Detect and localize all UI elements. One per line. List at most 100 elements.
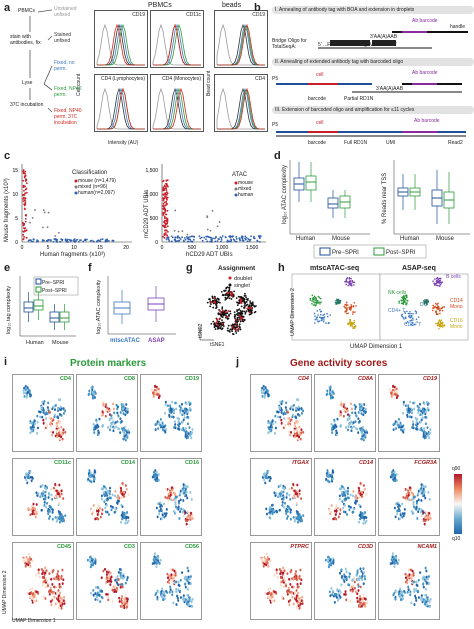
umap-point — [393, 422, 396, 426]
umap-point — [159, 558, 162, 562]
umap-point — [406, 299, 409, 302]
umap-point — [41, 492, 44, 496]
umap-point — [295, 598, 298, 602]
umap-point — [289, 570, 292, 574]
point-doublet — [218, 317, 221, 320]
umap-point — [115, 403, 118, 407]
umap-point — [343, 403, 346, 406]
point-singlet — [210, 322, 213, 325]
umap-point — [320, 319, 323, 322]
umap-point — [413, 587, 416, 591]
umap-point — [174, 401, 177, 405]
umap-point — [157, 427, 160, 430]
histogram-curves — [216, 87, 266, 130]
umap-point — [407, 409, 410, 412]
umap-point — [357, 577, 360, 581]
umap-point — [432, 304, 435, 307]
umap-point — [124, 515, 127, 519]
point-human — [246, 240, 249, 243]
umap-tile-cd16: CD16 — [140, 458, 202, 536]
umap-point — [410, 601, 413, 605]
umap-scatter — [151, 552, 194, 608]
point-mouse — [164, 196, 167, 199]
umap-point — [167, 498, 170, 502]
e-group-human: Human — [26, 340, 44, 346]
umap-point — [178, 422, 181, 426]
barcode-label-2: barcode — [308, 96, 327, 102]
umap-point — [43, 486, 46, 490]
umap-point — [166, 576, 169, 580]
umap-point — [438, 319, 441, 322]
umap-point — [350, 277, 352, 280]
y-tick: 1,000 — [145, 192, 158, 198]
umap-point — [263, 559, 266, 563]
umap-point — [184, 408, 187, 412]
umap-point — [356, 427, 359, 431]
umap-point — [41, 407, 44, 410]
umap-point — [169, 576, 172, 579]
umap-point — [333, 600, 336, 604]
umap-point — [273, 590, 276, 594]
tile-label: CD4 — [59, 376, 71, 382]
umap-point — [89, 557, 92, 561]
umap-point — [50, 487, 53, 491]
umap-point — [394, 473, 397, 477]
umap-point — [389, 562, 392, 566]
umap-point — [269, 516, 272, 520]
umap-point — [165, 507, 168, 511]
umap-point — [422, 519, 425, 523]
umap-point — [411, 321, 413, 324]
umap-point — [186, 496, 189, 500]
point-singlet — [228, 297, 231, 300]
point-mouse — [24, 217, 27, 220]
umap-point — [362, 484, 365, 487]
umap-point — [434, 305, 436, 308]
e-legend-post: Post−SPRI — [42, 288, 67, 294]
x-tick: 10 — [71, 245, 77, 251]
histogram-curves — [152, 87, 202, 130]
umap-point — [93, 470, 96, 474]
point-singlet — [229, 290, 231, 293]
umap-point — [156, 590, 159, 593]
umap-point — [95, 586, 98, 589]
umap-point — [293, 432, 296, 436]
umap-point — [268, 479, 271, 483]
umap-point — [351, 589, 354, 593]
umap-point — [346, 417, 349, 421]
umap-point — [352, 584, 355, 588]
umap-point — [264, 475, 267, 478]
point-human — [259, 235, 262, 237]
umap-point — [154, 390, 157, 394]
umap-point — [160, 517, 163, 521]
point-mouse — [163, 224, 165, 227]
umap-point — [354, 411, 357, 415]
point-singlet — [227, 294, 230, 297]
umap-point — [337, 598, 340, 602]
point-singlet — [229, 310, 232, 313]
umap-point — [286, 411, 289, 414]
point-human — [178, 236, 181, 239]
umap-point — [24, 388, 27, 391]
umap-point — [345, 312, 348, 315]
umap-point — [47, 401, 50, 405]
umap-point — [325, 477, 328, 481]
point-doublet — [248, 311, 251, 314]
umap-point — [390, 558, 393, 562]
umap-point — [425, 569, 428, 573]
umap-point — [109, 571, 112, 575]
umap-point — [348, 414, 351, 418]
point-singlet — [221, 306, 224, 309]
umap-point — [62, 428, 65, 432]
point-singlet — [222, 311, 224, 314]
umap-point — [263, 562, 266, 566]
umap-point — [413, 580, 416, 584]
atac-title: ATAC — [232, 172, 248, 178]
umap-scatter — [151, 469, 194, 526]
point-human — [217, 238, 220, 240]
umap-point — [407, 588, 410, 592]
histogram-curve — [97, 87, 145, 130]
umap-point — [347, 284, 350, 287]
umap-point — [278, 567, 281, 571]
umap-point — [57, 570, 60, 573]
umap-point — [404, 404, 407, 408]
